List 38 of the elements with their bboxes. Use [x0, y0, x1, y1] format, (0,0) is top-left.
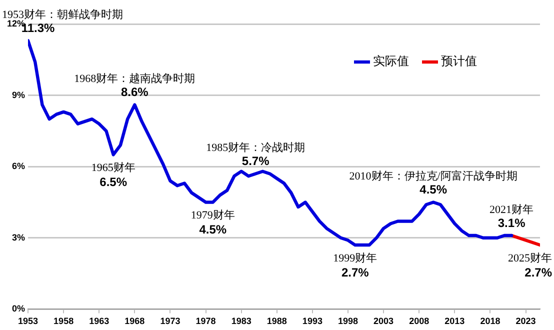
x-tick-label: 1998	[338, 316, 358, 326]
annotation: 2025财年	[508, 251, 552, 264]
x-tick-label: 2023	[516, 316, 536, 326]
annotation: 1968财年：越南战争时期	[74, 72, 196, 86]
x-tick-label: 1988	[266, 316, 287, 326]
data-label: 3.1%	[498, 216, 526, 230]
x-tick-label: 1968	[124, 316, 145, 326]
legend-label: 实际值	[373, 54, 409, 68]
x-tick-label: 2003	[374, 316, 394, 326]
data-label: 2.7%	[524, 265, 552, 280]
annotation: 1979财年	[190, 208, 235, 222]
x-tick-label: 1983	[231, 316, 252, 326]
y-tick-label: 0%	[12, 304, 26, 314]
x-tick-label: 1978	[196, 316, 216, 326]
x-tick-label: 2013	[444, 316, 465, 326]
data-label: 5.7%	[242, 154, 270, 168]
x-tick-label: 2008	[409, 316, 430, 326]
annotation: 2021财年	[490, 202, 534, 216]
annotation: 1965财年	[91, 161, 136, 174]
x-tick-label: 1953	[18, 316, 38, 326]
x-tick-label: 1973	[160, 316, 180, 326]
x-tick-label: 1993	[302, 316, 322, 326]
y-tick-label: 9%	[12, 90, 26, 100]
data-label: 4.5%	[420, 182, 448, 197]
data-label: 2.7%	[341, 265, 370, 280]
y-tick-label: 3%	[12, 232, 26, 242]
data-label: 8.6%	[120, 85, 149, 100]
data-label: 6.5%	[100, 175, 128, 190]
annotation: 1985财年：冷战时期	[206, 141, 306, 154]
annotation: 1953财年：朝鲜战争时期	[2, 8, 123, 22]
annotation: 1999财年	[333, 251, 378, 264]
x-tick-label: 2018	[480, 316, 500, 326]
data-label: 4.5%	[199, 222, 227, 237]
annotation: 2010财年：伊拉克/阿富汗战争时期	[349, 170, 518, 183]
y-tick-label: 6%	[12, 161, 26, 172]
x-tick-label: 1958	[54, 316, 74, 326]
x-tick-label: 1963	[89, 316, 110, 326]
legend-label: 预计值	[441, 54, 477, 68]
